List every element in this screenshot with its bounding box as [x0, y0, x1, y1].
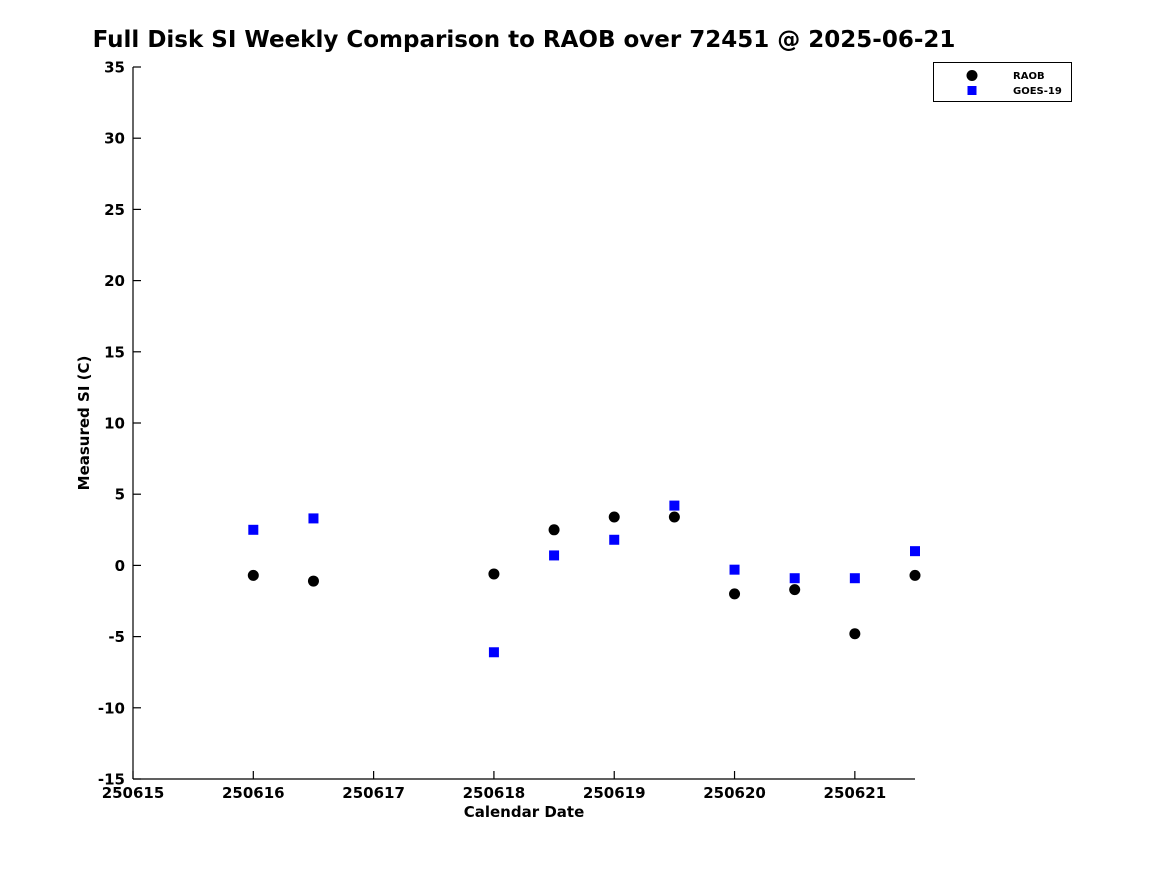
- y-tick-label: 15: [104, 343, 125, 361]
- y-tick-label: 30: [104, 130, 125, 148]
- y-tick-label: 35: [104, 59, 125, 77]
- x-tick-label: 250620: [703, 784, 766, 802]
- x-tick-label: 250621: [824, 784, 887, 802]
- data-point-raob: [608, 511, 620, 523]
- data-point-goes-19: [910, 546, 920, 557]
- x-tick-label: 250617: [342, 784, 405, 802]
- x-tick-label: 250618: [463, 784, 526, 802]
- x-tick-label: 250616: [222, 784, 285, 802]
- y-tick-label: 20: [104, 272, 125, 290]
- data-point-goes-19: [849, 573, 860, 584]
- y-tick-label: -10: [98, 699, 125, 717]
- x-tick-label: 250619: [583, 784, 646, 802]
- data-point-raob: [909, 569, 921, 581]
- data-point-raob: [307, 575, 319, 587]
- y-tick-label: 0: [115, 557, 125, 575]
- legend-label-goes-19: GOES-19: [1013, 86, 1062, 97]
- x-tick-label: 250615: [102, 784, 165, 802]
- data-point-goes-19: [248, 524, 259, 535]
- data-point-goes-19: [729, 564, 740, 575]
- y-tick-label: 10: [104, 415, 125, 433]
- data-point-raob: [849, 628, 861, 640]
- data-point-goes-19: [549, 550, 560, 561]
- data-point-goes-19: [609, 534, 620, 545]
- data-point-raob: [789, 584, 801, 596]
- data-point-raob: [488, 568, 500, 580]
- x-axis-label: Calendar Date: [464, 803, 585, 821]
- legend-marker-goes-19: [967, 86, 977, 95]
- data-point-raob: [729, 588, 741, 600]
- legend-marker-raob: [966, 70, 978, 81]
- chart-title: Full Disk SI Weekly Comparison to RAOB o…: [92, 27, 956, 53]
- data-point-raob: [548, 524, 560, 536]
- data-point-goes-19: [789, 573, 800, 584]
- y-tick-label: 5: [115, 486, 125, 504]
- data-point-goes-19: [308, 513, 319, 524]
- data-point-raob: [668, 511, 680, 523]
- data-point-goes-19: [488, 647, 499, 658]
- y-axis-label: Measured SI (C): [75, 356, 93, 491]
- legend-label-raob: RAOB: [1013, 71, 1045, 82]
- y-tick-label: 25: [104, 201, 125, 219]
- y-tick-label: -5: [108, 628, 125, 646]
- data-point-raob: [247, 569, 259, 581]
- y-tick-label: -15: [98, 771, 125, 789]
- data-point-goes-19: [669, 500, 680, 511]
- legend-box: [933, 62, 1072, 102]
